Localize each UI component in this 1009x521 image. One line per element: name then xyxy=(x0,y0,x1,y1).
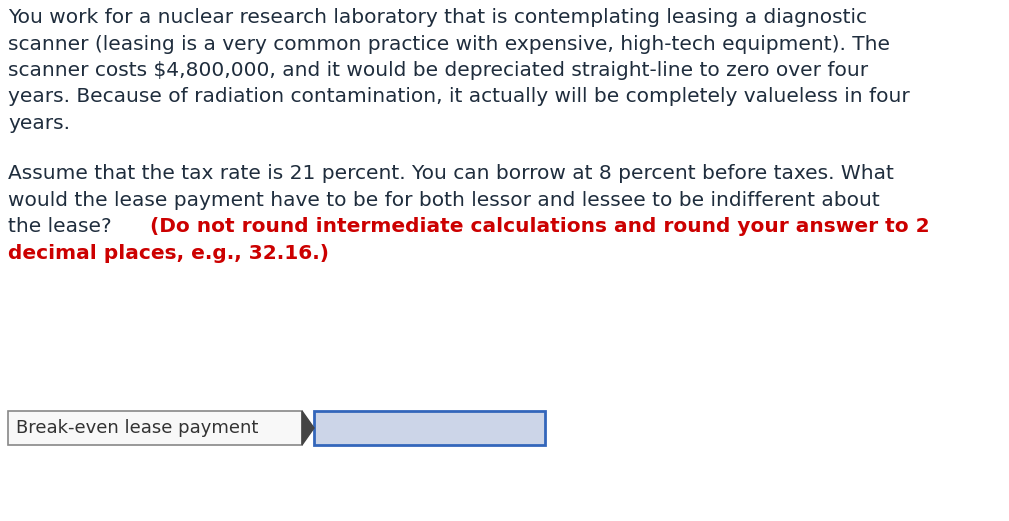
Text: years.: years. xyxy=(8,114,70,133)
Text: decimal places, e.g., 32.16.): decimal places, e.g., 32.16.) xyxy=(8,244,329,263)
Text: Break-even lease payment: Break-even lease payment xyxy=(16,419,258,437)
Text: You work for a nuclear research laboratory that is contemplating leasing a diagn: You work for a nuclear research laborato… xyxy=(8,8,867,27)
Text: the lease?: the lease? xyxy=(8,217,118,237)
Text: Assume that the tax rate is 21 percent. You can borrow at 8 percent before taxes: Assume that the tax rate is 21 percent. … xyxy=(8,164,894,183)
FancyBboxPatch shape xyxy=(8,411,302,445)
Polygon shape xyxy=(302,411,314,445)
Text: (Do not round intermediate calculations and round your answer to 2: (Do not round intermediate calculations … xyxy=(150,217,929,237)
Text: years. Because of radiation contamination, it actually will be completely valuel: years. Because of radiation contaminatio… xyxy=(8,88,910,106)
Text: scanner (leasing is a very common practice with expensive, high-tech equipment).: scanner (leasing is a very common practi… xyxy=(8,34,890,54)
Text: scanner costs $4,800,000, and it would be depreciated straight-line to zero over: scanner costs $4,800,000, and it would b… xyxy=(8,61,868,80)
FancyBboxPatch shape xyxy=(314,411,545,445)
Text: would the lease payment have to be for both lessor and lessee to be indifferent : would the lease payment have to be for b… xyxy=(8,191,880,210)
